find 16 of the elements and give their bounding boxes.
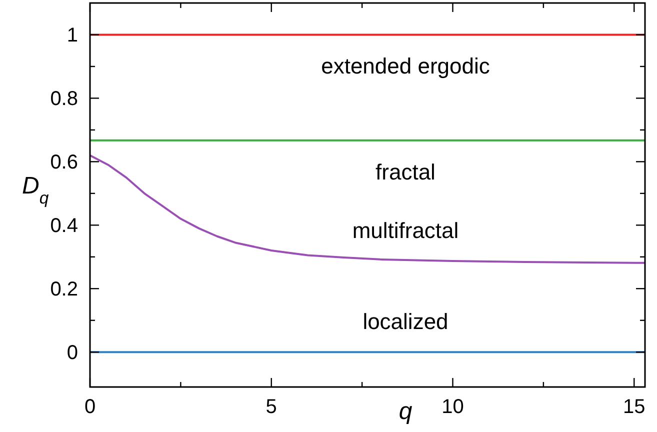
x-tick-label: 15 xyxy=(622,396,646,418)
x-tick-label: 5 xyxy=(266,396,277,418)
annotation: fractal xyxy=(376,159,436,184)
x-axis-title: q xyxy=(398,398,413,425)
y-tick-label: 1 xyxy=(66,24,78,47)
y-tick-label: 0 xyxy=(66,342,78,364)
y-tick-label: 0.6 xyxy=(50,152,78,174)
y-tick-label: 0.4 xyxy=(50,215,78,238)
y-tick-label: 0.8 xyxy=(50,88,78,110)
annotation: multifractal xyxy=(352,218,459,244)
x-tick-label: 10 xyxy=(442,396,464,418)
y-tick-label: 0.2 xyxy=(50,278,78,301)
annotation: localized xyxy=(362,309,448,334)
y-axis-title: D$_{q}$ xyxy=(22,172,50,207)
x-tick-label: 0 xyxy=(84,396,96,418)
annotation: extended ergodic xyxy=(321,54,490,79)
